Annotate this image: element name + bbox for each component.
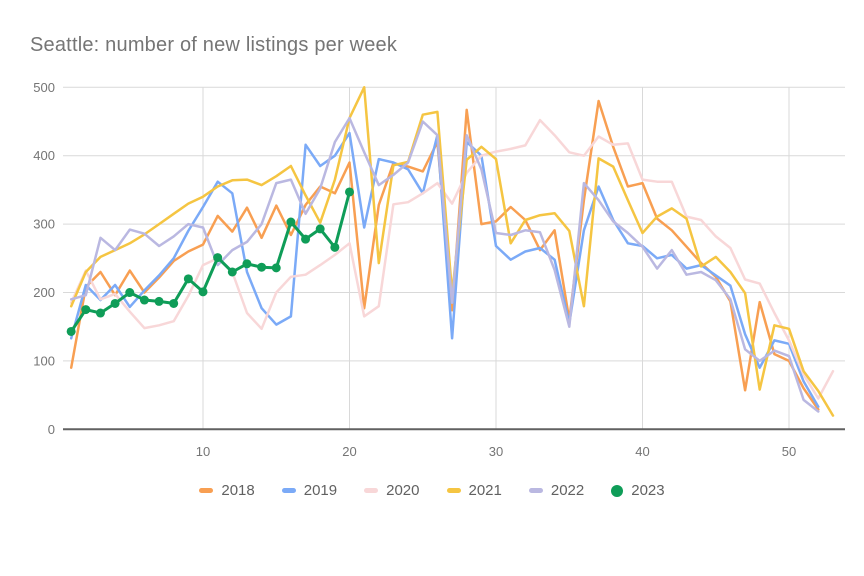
y-axis-tick-label: 0 [48,422,55,437]
legend-item-2022[interactable]: 2022 [528,482,585,499]
data-point-marker-2023 [139,295,149,305]
series-line-2020 [69,118,835,400]
x-axis-tick-label: 30 [489,444,503,459]
legend-label: 2022 [550,482,585,499]
data-point-marker-2023 [110,298,120,308]
legend-label: 2021 [468,482,502,499]
data-point-marker-2023 [286,217,296,227]
data-point-marker-2023 [257,262,267,272]
data-point-marker-2023 [301,234,311,244]
data-point-marker-2023 [227,267,237,277]
series-line-2018 [69,99,820,411]
data-point-marker-2023 [81,305,91,315]
legend-label: 2023 [631,482,665,499]
legend-line-swatch-icon [199,488,214,493]
legend-item-2023[interactable]: 2023 [611,482,665,499]
x-axis-tick-label: 10 [196,444,210,459]
legend-item-2020[interactable]: 2020 [364,482,420,499]
y-axis-tick-label: 300 [33,217,55,232]
data-point-marker-2023 [154,296,164,306]
data-point-marker-2023 [242,259,252,269]
data-point-marker-2023 [198,287,208,297]
legend-line-swatch-icon [281,488,296,493]
legend-label: 2020 [386,482,420,499]
legend-item-2019[interactable]: 2019 [281,482,338,499]
series-line-2022 [69,116,820,413]
series-line-2019 [69,131,820,408]
data-point-marker-2023 [125,288,135,297]
legend-line-swatch-icon [446,488,461,493]
y-axis-tick-label: 400 [33,148,55,163]
x-axis-tick-label: 40 [635,444,649,459]
legend-line-swatch-icon [364,488,379,493]
x-axis-tick-label: 50 [782,444,796,459]
data-point-marker-2023 [271,263,281,273]
data-point-marker-2023 [330,242,340,252]
legend-line-swatch-icon [528,488,543,493]
y-axis-tick-label: 100 [33,353,55,368]
x-axis-tick-label: 20 [342,444,356,459]
data-point-marker-2023 [95,308,105,318]
data-point-marker-2023 [169,298,179,308]
data-point-marker-2023 [213,253,223,263]
legend-item-2018[interactable]: 2018 [199,482,255,499]
legend-label: 2018 [221,482,255,499]
series-line-2021 [69,86,835,417]
legend-marker-dot-icon [611,484,624,497]
legend-item-2021[interactable]: 2021 [446,482,502,499]
y-axis-tick-label: 500 [33,80,55,95]
data-point-marker-2023 [315,224,325,234]
data-point-marker-2023 [66,326,76,336]
chart-title: Seattle: number of new listings per week [30,34,398,56]
y-axis-tick-label: 200 [33,285,55,300]
data-point-marker-2023 [183,274,193,284]
legend-label: 2019 [303,482,338,499]
chart-legend: 2018 2019 2020 2021 2022 2023 [0,482,864,499]
data-point-marker-2023 [345,187,354,197]
